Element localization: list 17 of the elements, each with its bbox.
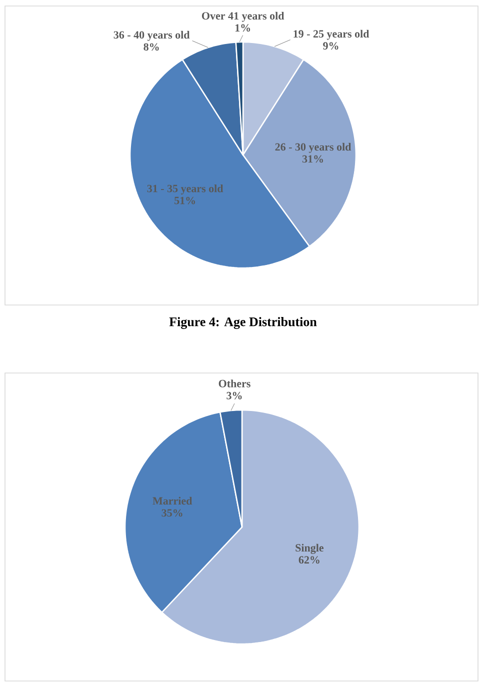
data-label: 1% [235, 24, 250, 32]
slice-label: Single [296, 544, 324, 554]
slice-label: 26 - 30 years old [275, 142, 352, 153]
slice-label: 31 - 35 years old [147, 184, 224, 194]
data-label: 31% [302, 155, 323, 163]
data-label: 9% [323, 42, 338, 50]
data-label: 51% [174, 196, 196, 204]
slice-label: Others [218, 380, 250, 388]
data-label: 3% [226, 392, 242, 400]
slice-label: Married [152, 496, 192, 505]
data-label: 62% [298, 556, 320, 564]
slice-label: Over 41 years old [202, 12, 284, 22]
data-label: 8% [144, 43, 159, 51]
slice-label: 19 - 25 years old [294, 30, 370, 40]
caption: Figure 4: Age Distribution [169, 317, 317, 329]
data-label: 35% [162, 509, 182, 517]
slice-label: 36 - 40 years old [114, 30, 190, 41]
